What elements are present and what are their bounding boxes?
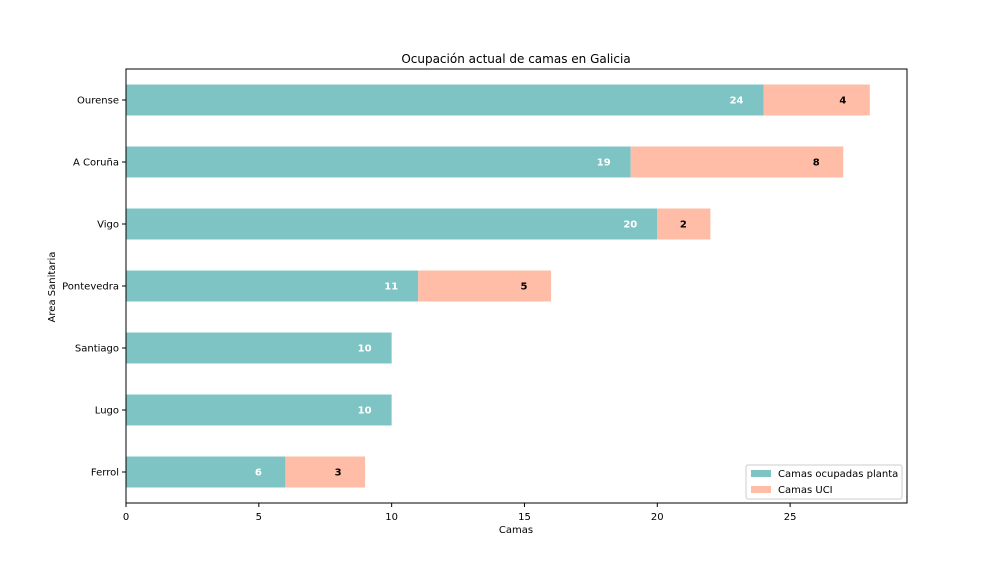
bar-segment [126, 84, 764, 116]
legend-label: Camas ocupadas planta [778, 469, 898, 480]
x-tick-label: 15 [518, 512, 531, 523]
y-tick-label: Santiago [75, 344, 119, 355]
bar-value-label: 20 [623, 220, 637, 231]
legend-label: Camas UCI [778, 485, 833, 496]
x-tick-label: 0 [123, 512, 129, 523]
legend-box [745, 464, 903, 500]
y-tick-label: A Coruña [73, 158, 119, 169]
plot-area: 0 5 10 15 20 25 Ourense 24 4 A Coruña 19 8 Vigo 20 2 Po… [62, 84, 870, 523]
bar-segment [126, 394, 392, 426]
y-tick-label: Pontevedra [62, 282, 119, 293]
legend-swatch [751, 486, 771, 493]
bar-value-label: 11 [384, 282, 398, 293]
bar-segment [418, 270, 552, 302]
bar-segment [285, 456, 366, 488]
bar-value-label: 5 [521, 282, 528, 293]
y-tick-label: Vigo [97, 220, 119, 231]
bar-value-label: 8 [813, 158, 820, 169]
bar-segment [126, 456, 286, 488]
y-axis-title: Area Sanitaria [47, 252, 58, 323]
x-tick-label: 20 [651, 512, 664, 523]
chart-title: Ocupación actual de camas en Galicia [401, 52, 630, 66]
bar-value-label: 4 [839, 96, 846, 107]
bar-value-label: 10 [358, 406, 372, 417]
bar-segment [126, 208, 658, 240]
x-tick-label: 10 [385, 512, 398, 523]
bar-segment [763, 84, 870, 116]
bar-value-label: 24 [730, 96, 744, 107]
bar-segment [126, 146, 631, 178]
bar-segment [630, 146, 844, 178]
plot-frame [125, 68, 908, 504]
bar-value-label: 10 [358, 344, 372, 355]
legend: Camas ocupadas planta Camas UCI [745, 464, 903, 500]
x-tick-label: 25 [784, 512, 797, 523]
bar-segment [126, 270, 419, 302]
bar-segment [126, 332, 392, 364]
y-tick-label: Ourense [77, 96, 119, 107]
y-tick-label: Lugo [95, 406, 119, 417]
bar-segment [657, 208, 711, 240]
bar-value-label: 3 [335, 468, 342, 479]
y-tick-label: Ferrol [91, 468, 119, 479]
bar-value-label: 6 [255, 468, 262, 479]
bar-value-label: 2 [680, 220, 687, 231]
x-axis-title: Camas [499, 525, 533, 536]
legend-swatch [751, 470, 771, 477]
bar-value-label: 19 [597, 158, 611, 169]
x-tick-label: 5 [256, 512, 262, 523]
